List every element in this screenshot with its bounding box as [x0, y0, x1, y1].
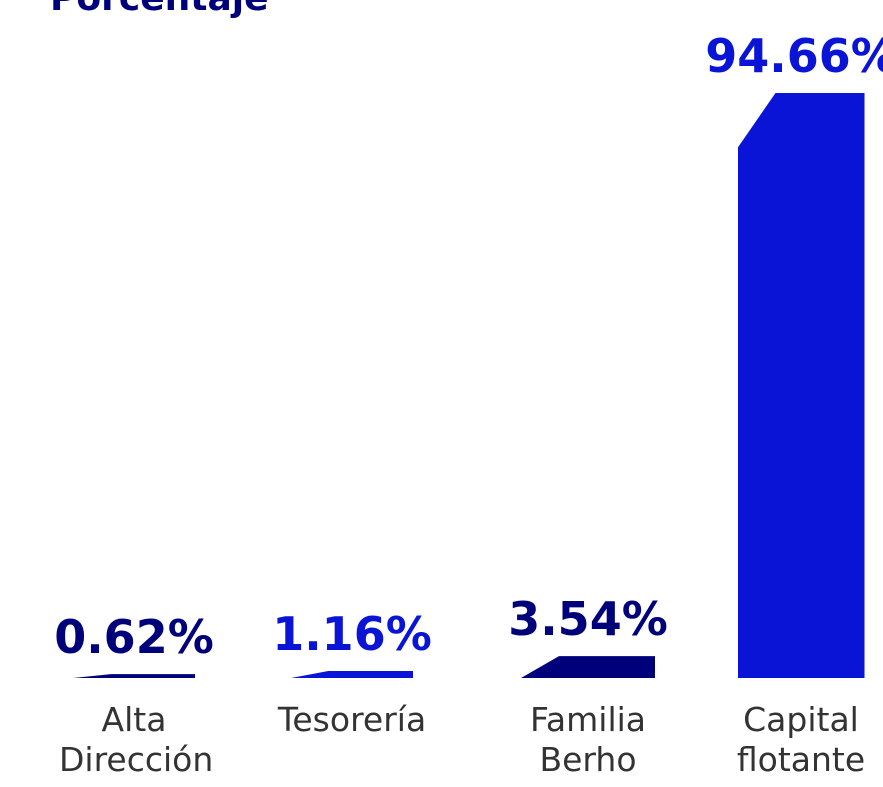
value-label: 3.54%	[508, 592, 668, 647]
x-tick-label: Capital flotante	[736, 700, 866, 779]
x-tick-label: Tesorería	[277, 700, 427, 739]
value-label: 1.16%	[272, 606, 432, 661]
value-label: 0.62%	[54, 610, 214, 665]
bar	[73, 674, 195, 678]
bar	[291, 670, 413, 678]
chart-title: Porcentaje	[50, 0, 269, 19]
bar	[521, 656, 655, 678]
value-label: 94.66%	[705, 29, 883, 83]
bar	[737, 93, 865, 678]
x-tick-label: Familia Berho	[529, 700, 647, 779]
x-tick-label: Alta Dirección	[59, 700, 214, 779]
